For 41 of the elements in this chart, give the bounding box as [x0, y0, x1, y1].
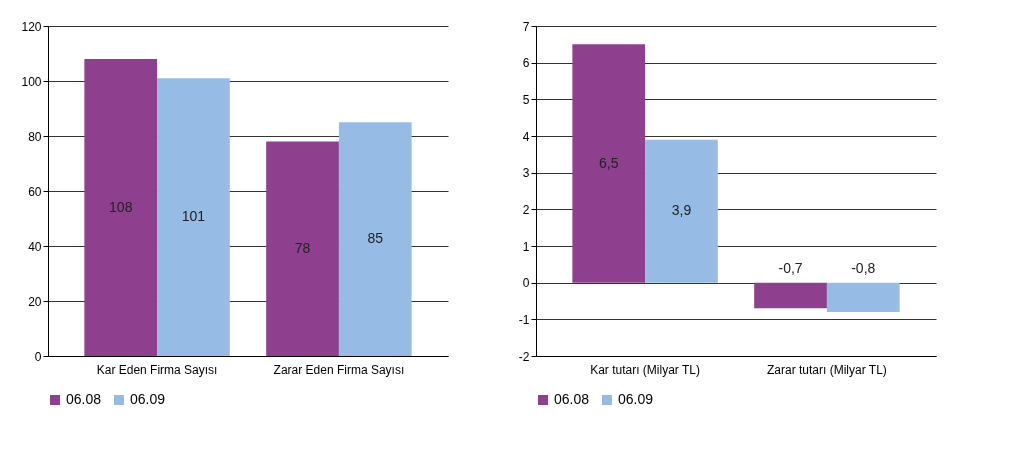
bar [754, 282, 827, 309]
y-tick-label: -1 [518, 312, 530, 327]
bar [157, 78, 230, 356]
data-label: 85 [367, 230, 384, 247]
x-tick-label: Zarar tutarı (Milyar TL) [767, 362, 887, 377]
y-tick-label: 0 [522, 276, 530, 291]
y-tick-label: -2 [518, 349, 530, 364]
y-tick-label: 2 [522, 202, 530, 217]
bar [84, 59, 158, 356]
y-tick-label: 80 [28, 129, 42, 144]
y-tick-label: 6 [522, 56, 530, 71]
y-tick-label: 100 [21, 74, 42, 89]
data-label: -0,8 [851, 259, 876, 276]
bar [826, 282, 900, 312]
legend-label: 06.09 [130, 391, 166, 407]
data-label: 3,9 [671, 202, 692, 219]
legend-label: 06.09 [618, 391, 654, 407]
y-tick-label: 5 [522, 92, 530, 107]
data-label: 78 [294, 239, 311, 256]
data-label: 108 [109, 198, 133, 215]
bar [338, 122, 412, 356]
x-tick-label: Kar tutarı (Milyar TL) [590, 362, 700, 377]
y-tick-label: 3 [522, 166, 530, 181]
bar [645, 139, 718, 283]
y-tick-label: 7 [522, 19, 530, 34]
legend-label: 06.08 [554, 391, 590, 407]
x-tick-label: Kar Eden Firma Sayısı [96, 362, 218, 377]
y-tick-label: 4 [522, 129, 530, 144]
data-label: 6,5 [598, 154, 619, 171]
bar [572, 44, 646, 283]
y-tick-label: 1 [522, 239, 530, 254]
x-tick-label: Zarar Eden Firma Sayısı [273, 362, 405, 377]
legend-label: 06.08 [66, 391, 102, 407]
bar [266, 141, 339, 356]
y-tick-label: 0 [34, 349, 42, 364]
y-tick-label: 40 [28, 239, 42, 254]
y-tick-label: 60 [28, 184, 42, 199]
y-tick-label: 20 [28, 294, 42, 309]
data-label: -0,7 [778, 259, 803, 276]
y-tick-label: 120 [21, 19, 42, 34]
data-label: 101 [181, 208, 206, 225]
